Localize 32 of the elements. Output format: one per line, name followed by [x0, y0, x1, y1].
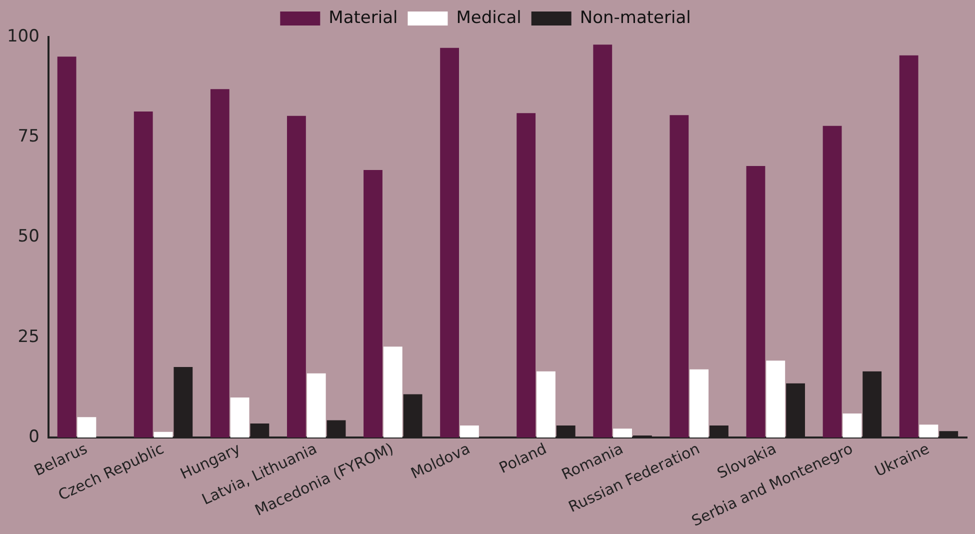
bar [919, 424, 938, 438]
bar [766, 360, 786, 438]
y-tick-label: 25 [18, 326, 40, 347]
bar [383, 346, 402, 438]
bar [134, 111, 153, 438]
bar [154, 432, 173, 438]
bar [230, 397, 250, 438]
legend-label: Material [328, 8, 398, 28]
bar [746, 166, 766, 438]
bar [593, 44, 612, 438]
bar [899, 55, 918, 438]
y-tick-label: 50 [18, 226, 40, 247]
bar [690, 369, 709, 438]
bar [306, 373, 326, 438]
y-tick-label: 100 [6, 26, 40, 46]
y-tick-label: 0 [28, 426, 40, 447]
bar [460, 425, 479, 438]
bar [822, 126, 842, 438]
bar [210, 89, 230, 438]
bar [536, 371, 556, 438]
bar [613, 428, 632, 438]
bar [516, 113, 536, 438]
legend-label: Non-material [580, 8, 691, 28]
bar [670, 115, 689, 438]
bar [57, 56, 76, 438]
bar [440, 48, 460, 438]
bar [842, 413, 862, 438]
bar [287, 116, 306, 438]
y-tick-label: 75 [18, 126, 40, 147]
legend-label: Medical [456, 8, 522, 28]
bar [77, 417, 96, 438]
bar [364, 170, 382, 438]
